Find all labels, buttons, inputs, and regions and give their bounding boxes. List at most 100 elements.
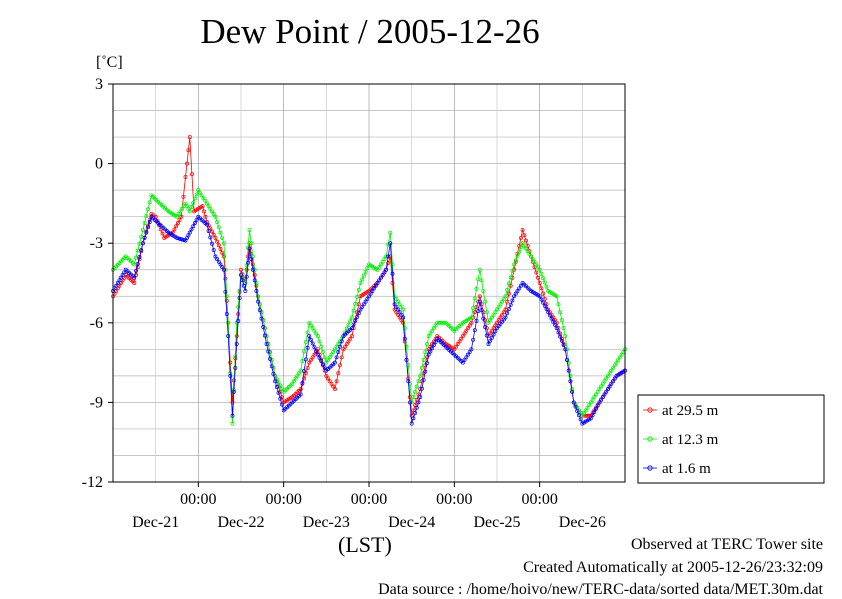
data-point <box>534 262 539 267</box>
data-point <box>210 209 214 214</box>
data-point <box>317 339 322 344</box>
data-point <box>361 302 366 307</box>
x-tick-day-label: Dec-24 <box>388 514 435 531</box>
data-point <box>375 267 380 272</box>
data-point <box>527 251 532 256</box>
data-point <box>208 206 213 211</box>
data-point <box>421 378 426 383</box>
data-point <box>484 310 489 315</box>
data-point <box>510 268 515 273</box>
data-point <box>575 408 580 413</box>
data-point <box>327 355 332 360</box>
data-point <box>266 349 271 354</box>
data-point <box>477 267 482 272</box>
data-point <box>191 200 196 205</box>
data-point <box>486 342 491 346</box>
data-point <box>147 200 152 205</box>
data-point <box>329 381 334 386</box>
data-point <box>211 248 216 253</box>
data-point <box>559 338 564 343</box>
data-point <box>203 198 208 203</box>
legend-label: at 1.6 m <box>662 461 711 477</box>
data-point <box>324 373 329 378</box>
data-point <box>327 379 332 384</box>
data-point <box>140 241 145 246</box>
y-tick-label: 3 <box>95 76 103 93</box>
data-point <box>401 315 406 320</box>
data-point <box>414 397 419 402</box>
data-point <box>512 262 517 267</box>
data-point <box>291 379 296 384</box>
data-point <box>471 305 476 310</box>
data-point <box>495 307 499 312</box>
data-point <box>474 304 479 309</box>
x-tick-day-label: Dec-21 <box>132 514 179 531</box>
data-point <box>425 361 429 366</box>
data-point <box>312 328 317 333</box>
data-point <box>386 254 391 259</box>
data-point <box>146 207 150 212</box>
data-point <box>206 229 211 233</box>
data-point <box>344 342 349 346</box>
data-point <box>180 237 185 242</box>
data-point <box>315 352 320 357</box>
data-point <box>201 196 206 201</box>
data-point <box>230 413 235 418</box>
x-tick-time-label: 00:00 <box>351 491 387 508</box>
data-point <box>544 284 549 289</box>
data-point <box>474 318 479 323</box>
legend-marker <box>647 436 653 442</box>
data-point <box>568 373 573 378</box>
data-point <box>513 258 518 263</box>
data-point <box>399 304 404 309</box>
data-point <box>467 350 472 354</box>
data-point <box>230 400 235 405</box>
data-point <box>477 299 482 304</box>
y-tick-label: 0 <box>95 156 103 173</box>
data-point <box>476 277 481 282</box>
footer-site: Observed at TERC Tower site <box>630 536 823 553</box>
x-axis-label: (LST) <box>338 532 392 557</box>
data-point <box>191 224 196 229</box>
data-point <box>329 352 334 357</box>
data-point <box>203 214 208 219</box>
data-point <box>428 349 433 354</box>
data-point <box>192 221 197 225</box>
data-point <box>220 250 225 255</box>
data-point <box>501 296 506 301</box>
data-point <box>280 386 284 391</box>
data-point <box>185 161 189 166</box>
data-point <box>522 233 527 238</box>
data-point <box>243 289 248 293</box>
data-point <box>573 404 578 409</box>
data-point <box>338 344 342 349</box>
data-point <box>416 379 421 384</box>
data-point <box>180 206 185 211</box>
data-point <box>423 350 428 354</box>
data-point <box>160 231 165 236</box>
data-point <box>472 310 477 315</box>
data-point <box>233 354 238 359</box>
data-point <box>187 135 192 140</box>
data-point <box>298 392 303 397</box>
data-point <box>355 294 360 299</box>
data-point <box>215 220 220 224</box>
data-point <box>360 304 365 309</box>
data-point <box>496 304 501 309</box>
data-point <box>324 360 329 365</box>
data-point <box>590 413 595 418</box>
data-point <box>221 267 226 272</box>
data-point <box>570 389 575 394</box>
data-point <box>356 287 361 292</box>
data-point <box>524 238 528 243</box>
data-point <box>425 355 429 360</box>
data-point <box>226 320 231 325</box>
data-point <box>409 421 414 426</box>
data-point <box>433 339 438 344</box>
data-point <box>472 328 477 333</box>
data-point <box>524 246 528 251</box>
data-point <box>280 402 284 407</box>
data-point <box>428 331 433 336</box>
data-point <box>457 339 462 344</box>
data-point <box>261 325 266 329</box>
